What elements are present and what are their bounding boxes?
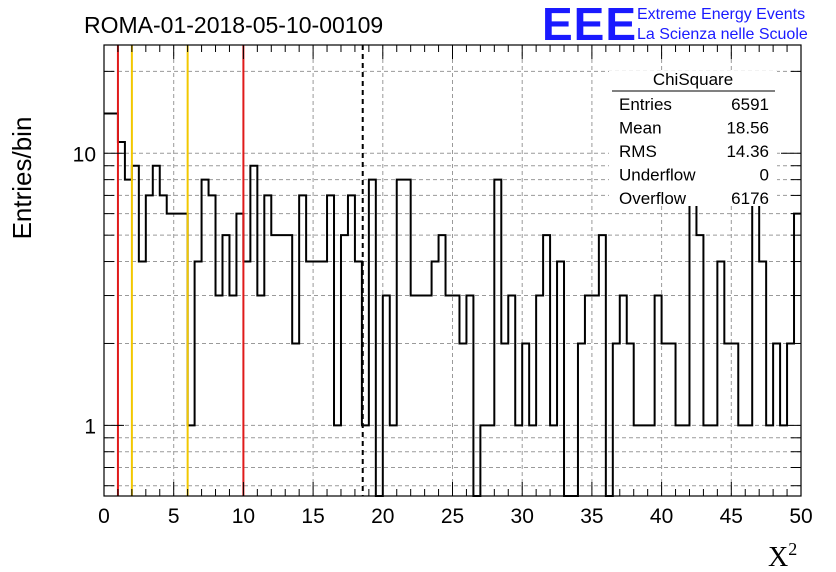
stats-box: ChiSquare Entries 6591 Mean 18.56 RMS 14.36 Un… [609,70,777,208]
x-tick-label: 15 [301,505,324,528]
x-axis-title-superscript: 2 [788,539,797,559]
marker-lines [116,45,364,496]
chart-title: ROMA-01-2018-05-10-00109 [84,12,383,38]
x-axis-title-base: X [768,542,788,572]
stats-value: 18.56 [726,119,769,138]
stats-label: Underflow [619,166,696,185]
x-tick-label: 5 [168,505,180,528]
x-tick-label: 0 [98,505,110,528]
x-tick-label: 10 [232,505,255,528]
stats-name: ChiSquare [653,70,733,89]
x-tick-label: 40 [650,505,673,528]
x-tick-label: 50 [789,505,812,528]
stats-value: 14.36 [726,142,769,161]
stats-box-background [609,71,777,206]
logo-mark: EEE [542,0,637,50]
x-tick-label: 45 [720,505,743,528]
stats-label: RMS [619,142,657,161]
stats-value: 6591 [731,95,769,114]
x-tick-label: 30 [511,505,534,528]
logo-line-1: Extreme Energy Events [637,6,805,23]
x-axis-title: X2 [768,539,797,572]
logo-line-2: La Scienza nelle Scuole [637,26,808,43]
histogram-bars [104,112,801,497]
x-tick-label: 25 [441,505,464,528]
y-tick-label: 10 [73,143,96,166]
stats-value: 0 [760,166,769,185]
x-tick-label: 35 [580,505,603,528]
stats-rows: Entries 6591 Mean 18.56 RMS 14.36 Underflow 0 Ov… [619,95,769,208]
stats-value: 6176 [731,189,769,208]
y-tick-label: 1 [84,415,96,438]
stats-label: Overflow [619,189,687,208]
x-tick-label: 20 [371,505,394,528]
histogram-outline [104,112,801,497]
axes: 0 5 10 15 20 25 30 35 40 45 50 1 10 [73,45,813,528]
stats-label: Entries [619,95,672,114]
y-axis-title: Entries/bin [7,117,37,240]
stats-label: Mean [619,119,662,138]
eee-logo: EEE Extreme Energy Events La Scienza nel… [542,0,808,50]
